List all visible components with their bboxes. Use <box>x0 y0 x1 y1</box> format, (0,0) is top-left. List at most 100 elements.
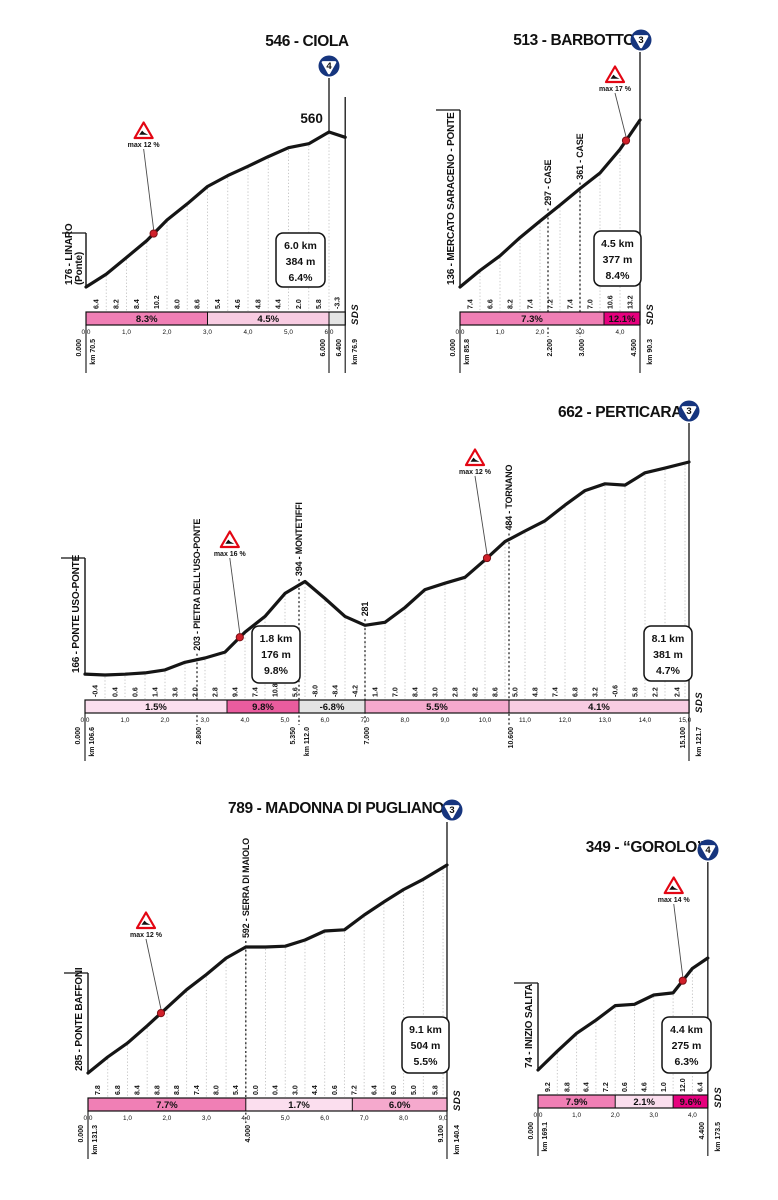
gradient-value-label: 7.4 <box>567 299 574 309</box>
km-tick-label: 2,0 <box>611 1112 620 1119</box>
gradient-value-label: 3.6 <box>172 687 179 697</box>
bottom-mark-label: km 173.5 <box>715 1122 722 1152</box>
max-gradient-label: max 12 % <box>459 469 492 476</box>
stats-line: 8.4% <box>606 270 631 282</box>
bottom-mark-label: 0.000 <box>78 1125 85 1143</box>
max-gradient-dot <box>621 136 631 145</box>
km-tick-label: 4,0 <box>688 1112 697 1119</box>
gradient-value-label: 5.0 <box>512 687 519 697</box>
sds-signature: SDS <box>350 304 361 325</box>
waypoint-label: 484 - TORNANO <box>504 465 514 531</box>
gradient-value-label: 7.0 <box>587 299 594 309</box>
stats-line: 381 m <box>653 649 683 661</box>
gradient-value-label: 7.4 <box>527 299 534 309</box>
profile-line <box>84 130 347 289</box>
chart-title: 546 - CIOLA <box>265 33 349 50</box>
band-label: 9.6% <box>680 1097 702 1108</box>
band-label: 7.3% <box>521 314 543 325</box>
gradient-band-segment <box>460 312 604 325</box>
km-tick-label: 13,0 <box>599 717 612 724</box>
badge-triangle <box>633 35 649 49</box>
km-tick-label: 9,0 <box>439 1115 448 1122</box>
km-tick-label: 2,0 <box>161 717 170 724</box>
max-marker-connector <box>673 903 684 977</box>
band-label: 4.5% <box>257 314 279 325</box>
start-label: 176 - LINARO <box>64 223 75 285</box>
gradient-value-label: 6.8 <box>115 1085 122 1095</box>
gradient-value-label: 5.8 <box>316 299 323 309</box>
gradient-value-label: 8.8 <box>564 1082 571 1092</box>
gradient-value-label: 1.4 <box>372 687 379 697</box>
warning-triangle-icon <box>464 448 486 467</box>
climb-chart-barbotto: 297 - CASE 361 - CASE max 17 % 7.4 6.6 8.2 7.4… <box>436 29 656 373</box>
bottom-mark-label: 0.000 <box>528 1122 535 1140</box>
warning-triangle-icon <box>219 530 240 549</box>
band-label: 8.3% <box>136 314 158 325</box>
max-gradient-dot <box>482 553 492 563</box>
bottom-mark-label: 0.000 <box>450 339 457 357</box>
band-label: 12.1% <box>609 314 636 325</box>
bottom-mark-label: km 76.9 <box>352 339 359 365</box>
stats-line: 4.5 km <box>601 238 634 250</box>
gradient-value-label: 8.4 <box>412 687 419 697</box>
gradient-value-label: 2.2 <box>652 687 659 697</box>
gradient-value-label: 8.6 <box>492 687 499 697</box>
bottom-mark-label: 2.800 <box>196 727 203 745</box>
waypoint-label: 297 - CASE <box>543 159 553 205</box>
bottom-mark-label: km 121.7 <box>696 727 703 757</box>
bottom-mark-label: 4.500 <box>631 339 638 357</box>
badge-number: 4 <box>705 845 711 856</box>
stats-line: 8.1 km <box>652 633 685 645</box>
km-tick-label: 4,0 <box>241 717 250 724</box>
chart-title: 789 - MADONNA DI PUGLIANO <box>228 800 444 817</box>
gradient-value-label: 0.6 <box>132 687 139 697</box>
gradient-value-label: 8.8 <box>174 1085 181 1095</box>
gradient-value-label: 7.2 <box>547 299 554 309</box>
max-gradient-label: max 16 % <box>214 551 247 558</box>
max-gradient-label: max 12 % <box>128 142 161 149</box>
waypoint-label: 203 - PIETRA DELL'USO-PONTE <box>192 519 202 651</box>
gradient-value-label: -8.0 <box>312 685 319 697</box>
gradient-value-label: 8.4 <box>134 299 141 309</box>
gradient-band-segment <box>615 1095 674 1108</box>
km-tick-label: 3,0 <box>649 1112 658 1119</box>
band-label: 2.1% <box>633 1097 655 1108</box>
warning-triangle-icon <box>663 876 684 895</box>
warning-triangle-outline <box>464 448 486 467</box>
sds-signature: SDS <box>645 304 656 325</box>
km-tick-label: 1,0 <box>121 717 130 724</box>
bottom-mark-label: 0.000 <box>76 339 83 357</box>
gradient-value-label: 5.4 <box>233 1085 240 1095</box>
waypoint-label: 281 <box>360 602 370 617</box>
gradient-value-label: 4.8 <box>255 299 262 309</box>
gradient-band-segment <box>88 1098 246 1111</box>
km-tick-label: 11,0 <box>519 717 531 724</box>
gradient-value-label: 10.2 <box>154 295 161 309</box>
gradient-band-outline <box>537 1094 709 1109</box>
km-tick-label: 3,0 <box>203 329 212 336</box>
gradient-band-segment <box>673 1095 708 1108</box>
gradient-band-segment <box>538 1095 616 1108</box>
band-label: 7.7% <box>156 1100 178 1111</box>
badge-number: 4 <box>326 61 332 72</box>
badge-triangle <box>700 845 716 859</box>
stats-line: 6.0 km <box>284 240 317 252</box>
gradient-value-label: 8.0 <box>214 1085 221 1095</box>
bottom-mark-label: km 131.3 <box>92 1125 99 1155</box>
stats-line: 9.8% <box>264 665 289 677</box>
gradient-value-label: 9.4 <box>232 687 239 697</box>
category-badge-icon: 4 <box>697 839 719 861</box>
gradient-value-label: 8.6 <box>195 299 202 309</box>
gradient-value-label: 0.4 <box>273 1085 280 1095</box>
warning-triangle-slope-glyph <box>669 885 679 890</box>
start-label: 166 - PONTE USO-PONTE <box>71 554 82 673</box>
gradient-band-outline <box>85 311 346 326</box>
gradient-value-label: 0.6 <box>622 1082 629 1092</box>
badge-number: 3 <box>638 35 643 46</box>
km-tick-label: 5,0 <box>284 329 293 336</box>
gradient-value-label: 7.2 <box>603 1082 610 1092</box>
gradient-value-label: 10.8 <box>272 683 279 697</box>
chart-title: 349 - “GOROLO” <box>586 839 704 856</box>
warning-triangle-outline <box>135 911 157 930</box>
